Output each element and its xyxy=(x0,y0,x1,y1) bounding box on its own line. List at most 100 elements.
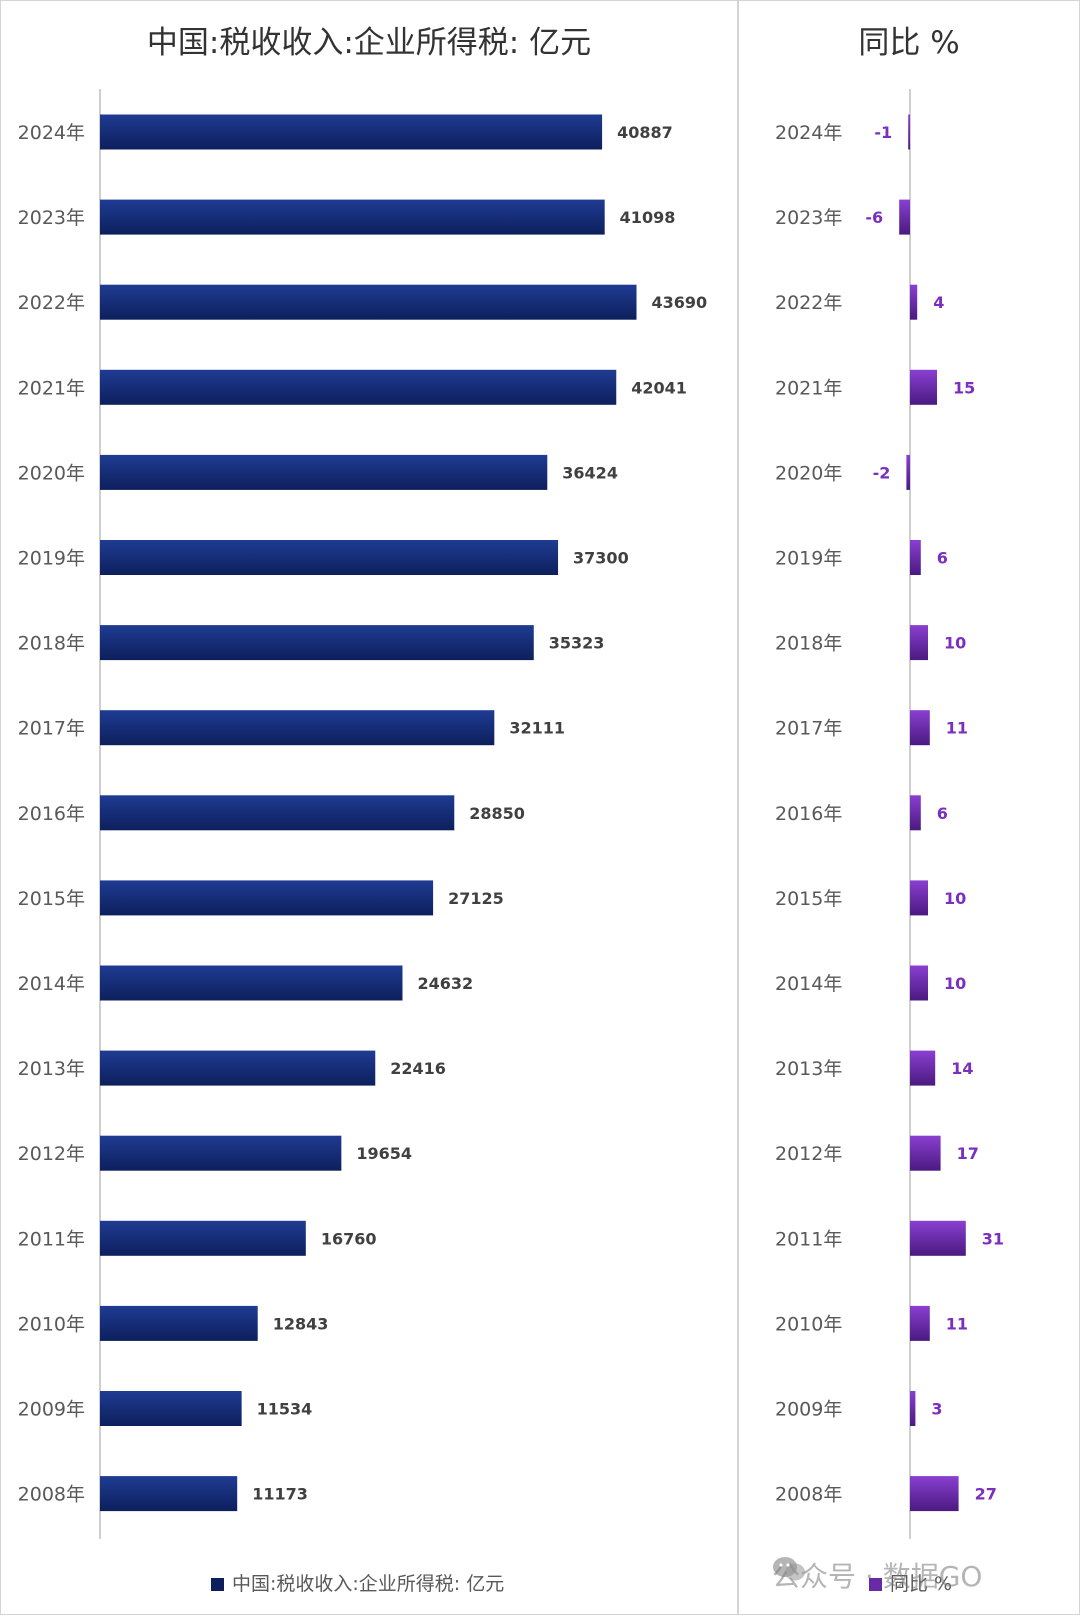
bar xyxy=(910,540,921,575)
data-label: 35323 xyxy=(549,634,605,653)
bar xyxy=(100,1135,342,1171)
data-label: 11173 xyxy=(252,1485,308,1504)
data-label: 32111 xyxy=(509,719,565,738)
category-label: 2014年 xyxy=(775,973,842,995)
category-label: 2012年 xyxy=(18,1143,85,1165)
data-label: 12843 xyxy=(273,1314,329,1333)
category-label: 2011年 xyxy=(18,1228,85,1250)
bar xyxy=(100,625,534,661)
category-label: 2013年 xyxy=(775,1058,842,1080)
category-label: 2008年 xyxy=(775,1484,842,1506)
category-label: 2022年 xyxy=(18,292,85,314)
bar xyxy=(100,1476,238,1512)
watermark-text: 公众号 · 数据GO xyxy=(772,1560,983,1593)
category-label: 2011年 xyxy=(775,1228,842,1250)
category-label: 2010年 xyxy=(18,1313,85,1335)
data-label: 43690 xyxy=(652,293,708,312)
data-label: 24632 xyxy=(417,974,473,993)
legend-swatch xyxy=(211,1578,224,1591)
category-label: 2019年 xyxy=(775,548,842,570)
bar xyxy=(100,1050,376,1086)
bar xyxy=(910,1050,936,1086)
category-label: 2010年 xyxy=(775,1313,842,1335)
data-label: 4 xyxy=(933,293,944,312)
bar xyxy=(100,795,455,831)
legend-swatch xyxy=(869,1578,882,1591)
category-label: 2023年 xyxy=(18,207,85,229)
category-label: 2023年 xyxy=(775,207,842,229)
left-chart-title: 中国:税收收入:企业所得税: 亿元 xyxy=(146,25,592,61)
data-label: 3 xyxy=(931,1400,942,1419)
category-label: 2018年 xyxy=(18,633,85,655)
data-label: 11534 xyxy=(257,1400,313,1419)
category-label: 2015年 xyxy=(775,888,842,910)
data-label: -6 xyxy=(865,208,883,227)
legend-label: 同比 % xyxy=(890,1573,953,1595)
bar xyxy=(910,1135,941,1171)
category-label: 2020年 xyxy=(775,462,842,484)
category-label: 2024年 xyxy=(775,122,842,144)
data-label: 27 xyxy=(975,1485,997,1504)
data-label: 27125 xyxy=(448,889,504,908)
bar xyxy=(100,1305,258,1341)
data-label: 17 xyxy=(957,1144,979,1163)
bar xyxy=(100,880,434,916)
bar xyxy=(910,284,918,320)
right-chart-title: 同比 % xyxy=(858,25,960,61)
category-label: 2017年 xyxy=(18,718,85,740)
left-chart-panel: 中国:税收收入:企业所得税: 亿元 2024年 40887 2023年 41098 20… xyxy=(0,0,738,1615)
bar xyxy=(910,1476,959,1512)
legend-label: 中国:税收收入:企业所得税: 亿元 xyxy=(232,1573,505,1595)
bar xyxy=(100,540,559,575)
wechat-icon xyxy=(773,1557,805,1581)
category-label: 2009年 xyxy=(18,1399,85,1421)
watermark: 公众号 · 数据GO xyxy=(772,1555,982,1595)
bar xyxy=(908,114,910,150)
category-label: 2013年 xyxy=(18,1058,85,1080)
bar xyxy=(100,1220,306,1256)
category-label: 2012年 xyxy=(775,1143,842,1165)
category-label: 2022年 xyxy=(775,292,842,314)
category-label: 2024年 xyxy=(18,122,85,144)
data-label: 10 xyxy=(944,974,966,993)
data-label: 6 xyxy=(937,804,948,823)
bar xyxy=(910,965,928,1001)
category-label: 2018年 xyxy=(775,633,842,655)
category-label: 2017年 xyxy=(775,718,842,740)
data-label: 6 xyxy=(937,549,948,568)
data-label: 42041 xyxy=(631,378,687,397)
category-label: 2020年 xyxy=(18,462,85,484)
left-chart-plot: 2024年 40887 2023年 41098 2022年 43690 2021年 42041… xyxy=(18,89,708,1539)
data-label: 10 xyxy=(944,634,966,653)
data-label: 11 xyxy=(946,1314,968,1333)
bar xyxy=(100,369,617,405)
data-label: 31 xyxy=(982,1229,1004,1248)
bar xyxy=(100,965,403,1001)
category-label: 2015年 xyxy=(18,888,85,910)
data-label: 22416 xyxy=(390,1059,446,1078)
bar xyxy=(100,114,603,150)
category-label: 2021年 xyxy=(18,377,85,399)
bar xyxy=(910,795,921,831)
bar xyxy=(910,710,930,746)
data-label: 14 xyxy=(951,1059,973,1078)
data-label: 15 xyxy=(953,378,975,397)
left-chart-legend: 中国:税收收入:企业所得税: 亿元 xyxy=(211,1569,504,1596)
bar xyxy=(100,454,548,490)
bar xyxy=(910,369,937,405)
data-label: 41098 xyxy=(620,208,676,227)
data-label: -2 xyxy=(873,463,891,482)
category-label: 2014年 xyxy=(18,973,85,995)
bar xyxy=(100,1391,242,1426)
data-label: 37300 xyxy=(573,549,629,568)
bar xyxy=(910,880,928,916)
category-label: 2016年 xyxy=(18,803,85,825)
bar xyxy=(100,284,637,320)
bar xyxy=(100,710,495,746)
data-label: 19654 xyxy=(356,1144,412,1163)
data-label: 28850 xyxy=(469,804,525,823)
data-label: 11 xyxy=(946,719,968,738)
category-label: 2019年 xyxy=(18,548,85,570)
right-chart-plot: 2024年 -1 2023年 -6 2022年 4 2021年 15 2020年 -2 2019年 6… xyxy=(775,89,1004,1539)
right-chart-legend: 同比 % xyxy=(869,1569,952,1596)
